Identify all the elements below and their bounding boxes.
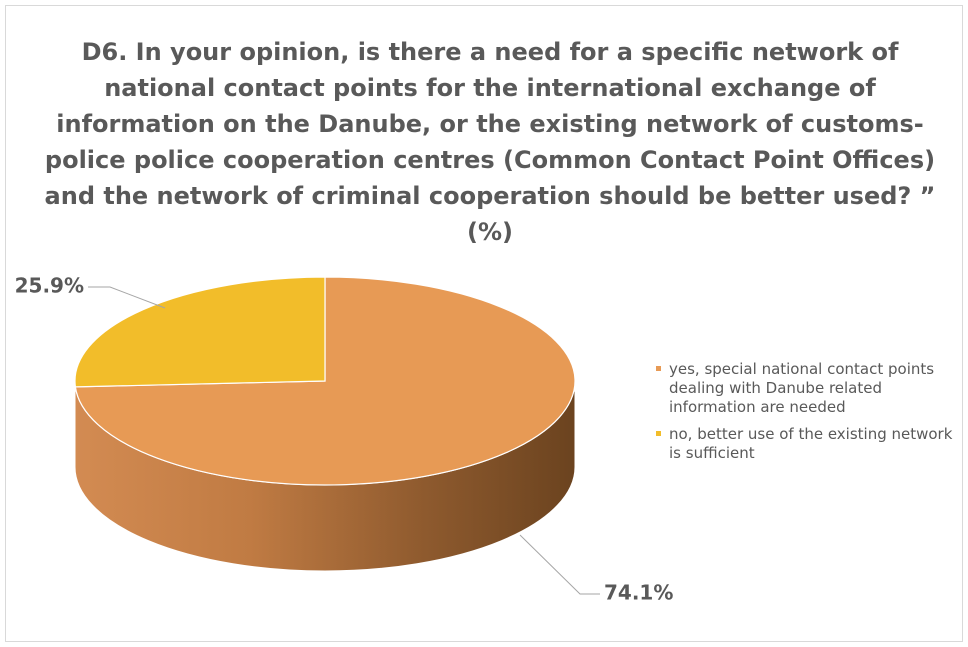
chart-title: D6. In your opinion, is there a need for… [44, 38, 936, 246]
data-label-no: 25.9% [15, 274, 84, 298]
legend-item-no: no, better use of the existing network i… [655, 425, 965, 463]
leader-line-no [88, 286, 166, 309]
legend-label-no: no, better use of the existing network i… [669, 425, 953, 462]
leader-line-yes [519, 534, 600, 595]
data-label-yes: 74.1% [604, 581, 673, 605]
pie-slice-no [74, 276, 326, 388]
legend-swatch-yes [656, 366, 661, 371]
legend-item-yes: yes, special national contact points dea… [655, 360, 965, 417]
legend-label-yes: yes, special national contact points dea… [669, 360, 935, 416]
legend: yes, special national contact points dea… [655, 360, 965, 471]
legend-swatch-no [656, 431, 661, 436]
